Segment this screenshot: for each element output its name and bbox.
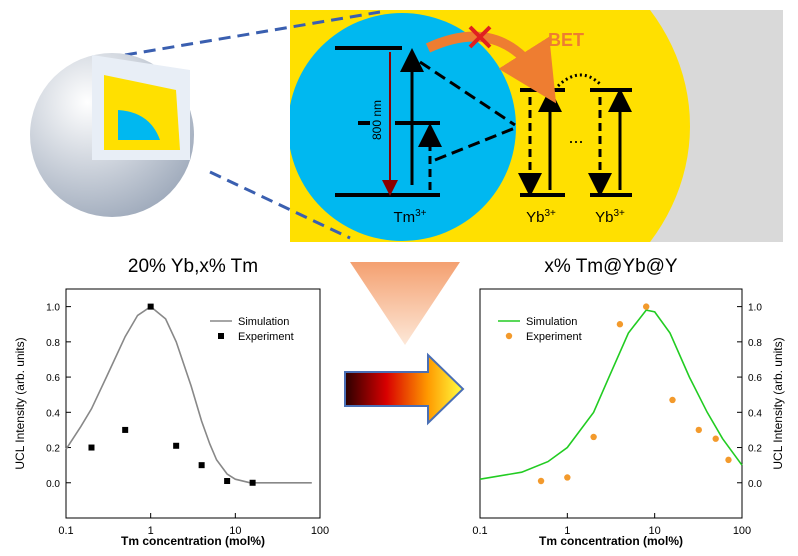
data-point xyxy=(537,477,545,485)
data-point xyxy=(122,426,129,433)
y-tick-label: 0.0 xyxy=(748,479,762,490)
series-line xyxy=(479,309,743,480)
legend-label: Experiment xyxy=(526,331,582,343)
y-tick-label: 0.6 xyxy=(748,373,762,384)
x-tick-label: 0.1 xyxy=(58,525,73,537)
bet-label: BET xyxy=(548,30,584,50)
x-tick-label: 100 xyxy=(311,525,329,537)
legend-swatch xyxy=(505,332,513,340)
y-tick-label: 0.4 xyxy=(748,408,762,419)
y-axis-label: UCL Intensity (arb. units) xyxy=(13,337,27,469)
ion-label: Yb3+ xyxy=(595,208,625,226)
ion-sup: 3+ xyxy=(415,208,427,219)
data-point xyxy=(147,303,154,310)
legend-label: Simulation xyxy=(526,316,577,328)
ion-sup: 3+ xyxy=(544,208,556,219)
data-point xyxy=(725,456,732,464)
legend-label: Simulation xyxy=(238,316,289,328)
y-tick-label: 0.2 xyxy=(46,444,60,455)
data-point xyxy=(669,396,676,404)
x-axis-label: Tm concentration (mol%) xyxy=(121,534,265,548)
diagram: BET 800 nm ... Tm3+ Yb3+ Yb3+ xyxy=(30,10,783,426)
data-point xyxy=(224,478,231,485)
ion-base: Yb xyxy=(595,209,613,226)
data-point xyxy=(564,474,571,481)
y-tick-label: 0.2 xyxy=(748,444,762,455)
chart-title: 20% Yb,x% Tm xyxy=(128,256,258,277)
ion-sup: 3+ xyxy=(613,208,625,219)
x-tick-label: 1 xyxy=(564,525,570,537)
data-point xyxy=(173,442,180,449)
data-point xyxy=(198,462,205,469)
wavelength-label: 800 nm xyxy=(370,100,384,140)
data-point xyxy=(643,303,650,310)
y-axis-label: UCL Intensity (arb. units) xyxy=(771,337,785,469)
y-tick-label: 0.8 xyxy=(46,338,60,349)
data-point xyxy=(88,444,95,451)
legend-swatch xyxy=(218,333,224,339)
y-tick-label: 0.4 xyxy=(46,408,60,419)
y-tick-label: 0.8 xyxy=(748,338,762,349)
legend-label: Experiment xyxy=(238,331,294,343)
x-tick-label: 1 xyxy=(148,525,154,537)
x-axis-label: Tm concentration (mol%) xyxy=(539,534,683,548)
data-point xyxy=(616,321,624,328)
ion-label: Yb3+ xyxy=(526,208,556,226)
x-tick-label: 10 xyxy=(649,525,661,537)
x-tick-label: 100 xyxy=(733,525,751,537)
chart: 20% Yb,x% Tm Tm concentration (mol%) UCL I… xyxy=(13,256,329,548)
y-tick-label: 0.6 xyxy=(46,373,60,384)
data-point xyxy=(590,433,597,441)
y-tick-label: 0.0 xyxy=(46,479,60,490)
series-line xyxy=(65,305,312,484)
data-point xyxy=(695,426,702,434)
dots: ... xyxy=(568,127,583,147)
data-point xyxy=(712,435,719,442)
plot-frame xyxy=(479,288,743,519)
data-point xyxy=(249,479,256,486)
x-tick-label: 0.1 xyxy=(472,525,487,537)
plot-frame xyxy=(65,288,321,519)
ion-label: Tm3+ xyxy=(393,208,426,226)
y-tick-label: 1.0 xyxy=(46,303,60,314)
y-tick-label: 1.0 xyxy=(748,303,762,314)
chart-title: x% Tm@Yb@Y xyxy=(544,256,678,277)
ion-base: Tm xyxy=(393,209,415,226)
x-tick-label: 10 xyxy=(229,525,241,537)
chart: x% Tm@Yb@Y Tm concentration (mol%) UCL Int… xyxy=(472,256,785,548)
ion-base: Yb xyxy=(526,209,544,226)
